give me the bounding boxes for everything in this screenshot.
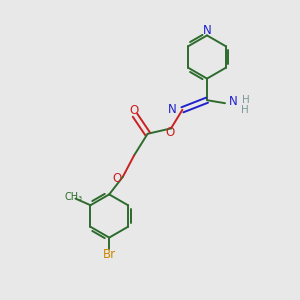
Text: H: H — [242, 95, 249, 105]
Text: Br: Br — [103, 248, 116, 261]
Text: CH₃: CH₃ — [65, 192, 83, 202]
Text: O: O — [165, 126, 174, 140]
Text: N: N — [229, 95, 237, 108]
Text: N: N — [202, 24, 211, 37]
Text: N: N — [168, 103, 177, 116]
Text: O: O — [129, 104, 138, 117]
Text: O: O — [112, 172, 121, 185]
Text: H: H — [241, 105, 249, 115]
